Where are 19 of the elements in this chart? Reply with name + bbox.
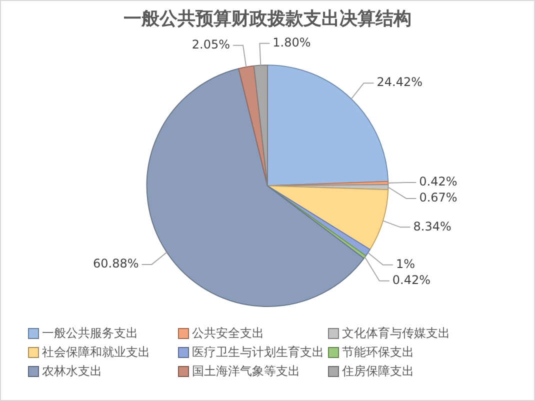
data-label: 0.42% bbox=[419, 174, 458, 189]
data-label: 24.42% bbox=[376, 75, 423, 90]
legend-label: 农林水支出 bbox=[42, 363, 102, 380]
data-label: 2.05% bbox=[192, 37, 230, 52]
data-label: 0.42% bbox=[392, 273, 431, 288]
legend-label: 公共安全支出 bbox=[192, 325, 264, 342]
data-label: 8.34% bbox=[413, 219, 452, 234]
data-label: 0.67% bbox=[419, 190, 458, 205]
data-label: 1.80% bbox=[272, 35, 311, 50]
data-label: 60.88% bbox=[93, 256, 139, 271]
legend-label: 文化体育与传媒支出 bbox=[342, 325, 450, 342]
chart-title: 一般公共预算财政拨款支出决算结构 bbox=[124, 8, 412, 30]
legend-label: 一般公共服务支出 bbox=[42, 325, 138, 342]
legend-label: 节能环保支出 bbox=[342, 344, 414, 361]
legend-label: 社会保障和就业支出 bbox=[42, 344, 150, 361]
legend-label: 医疗卫生与计划生育支出 bbox=[192, 344, 324, 361]
legend-label: 国土海洋气象等支出 bbox=[192, 363, 300, 380]
data-label: 1% bbox=[396, 257, 415, 272]
legend-label: 住房保障支出 bbox=[342, 363, 414, 380]
